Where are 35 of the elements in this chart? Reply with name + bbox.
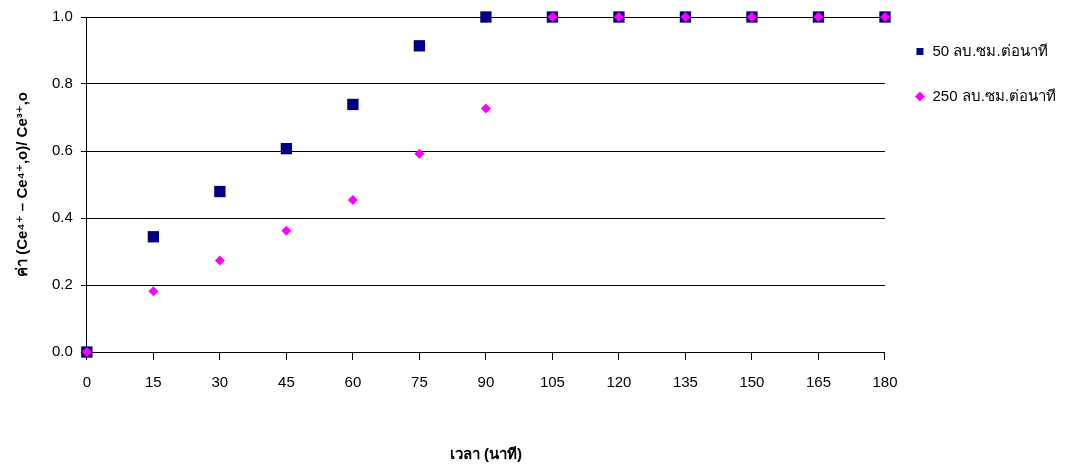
x-tick-label: 135 (672, 373, 698, 391)
y-tick-label: 0.4 (51, 208, 73, 226)
point (214, 255, 225, 266)
x-tick-label: 15 (145, 373, 162, 391)
point (148, 286, 159, 297)
y-tick-label: 0.0 (51, 342, 73, 360)
point (280, 143, 293, 155)
x-tick-label: 120 (606, 373, 632, 391)
x-tick-label: 75 (411, 373, 428, 391)
y-axis-title: ค่า (Ce⁴⁺ – Ce⁴⁺,o)/ Ce³⁺,o (13, 92, 31, 277)
point (413, 40, 426, 52)
y-tick-label: 1.0 (51, 7, 73, 25)
point (480, 103, 491, 114)
point (214, 185, 226, 198)
x-tick-label: 90 (477, 373, 495, 391)
y-tick-label: 0.8 (51, 74, 73, 92)
x-tick-label: 30 (211, 373, 229, 391)
x-tick-label: 45 (278, 373, 295, 391)
x-tick-label: 60 (344, 373, 362, 391)
point (281, 225, 292, 236)
x-tick-label: 150 (739, 373, 765, 391)
y-tick-label: 0.6 (51, 141, 73, 159)
x-axis-title: เวลา (นาที) (449, 445, 522, 463)
x-tick-label: 165 (805, 373, 831, 391)
point (147, 231, 160, 243)
legend-label: 50 ลบ.ซม.ต่อนาที (932, 41, 1048, 59)
x-tick-label: 105 (539, 373, 565, 391)
y-tick-label: 0.2 (51, 275, 73, 293)
point (347, 194, 358, 205)
x-tick-label: 0 (82, 373, 92, 391)
point (480, 11, 492, 23)
point (414, 148, 425, 159)
x-tick-label: 180 (872, 373, 898, 391)
point (347, 98, 359, 111)
legend-label: 250 ลบ.ซม.ต่อนาที (932, 86, 1056, 104)
